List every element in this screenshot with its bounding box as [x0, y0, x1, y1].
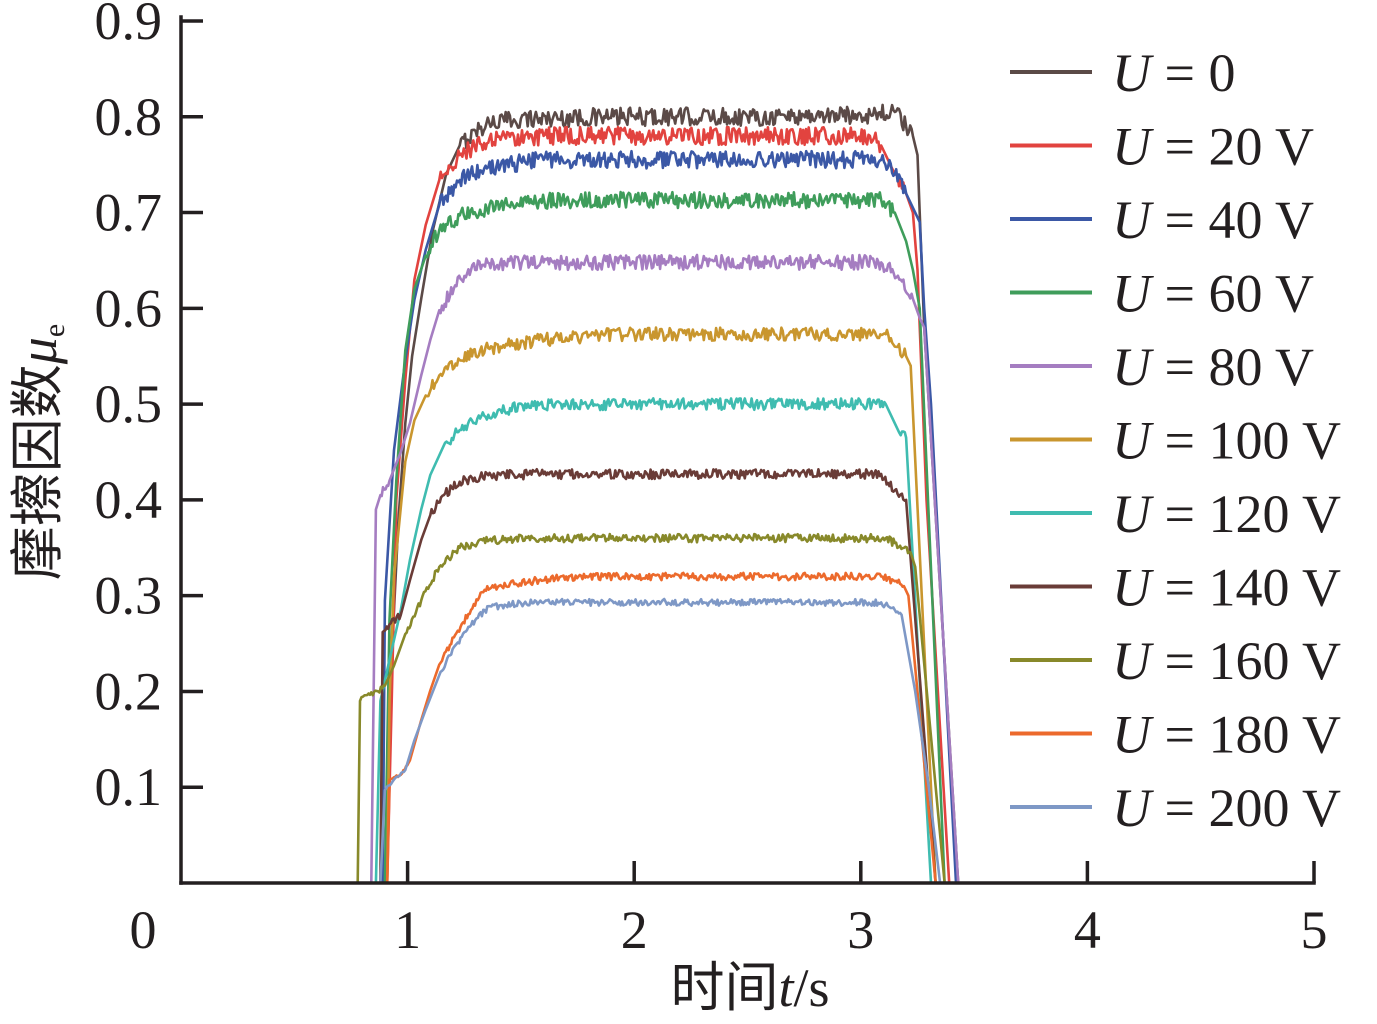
legend-item: U = 0 [1010, 43, 1235, 103]
y-tick-label: 0.3 [95, 566, 163, 626]
axes [179, 15, 1316, 885]
y-tick-label: 0.9 [95, 0, 163, 51]
legend-item: U = 100 V [1010, 411, 1341, 471]
legend-label: U = 20 V [1112, 117, 1314, 177]
y-tick-label: 0.5 [95, 374, 163, 434]
legend-item: U = 40 V [1010, 190, 1314, 250]
series-line-u-20-v [385, 125, 951, 884]
series-line-u-80-v [370, 253, 960, 884]
y-axis-label: 摩擦因数μe [8, 324, 71, 580]
series-group [356, 103, 960, 884]
series-line-u-60-v [383, 190, 946, 884]
legend-label: U = 160 V [1112, 631, 1341, 691]
y-tick-label: 0.1 [95, 757, 163, 817]
series-line-u-40-v [381, 149, 958, 884]
x-tick-label: 3 [847, 900, 874, 960]
y-tick-label: 0.4 [95, 470, 163, 530]
series-line-u-140-v [379, 468, 937, 884]
legend-item: U = 60 V [1010, 264, 1314, 324]
legend-item: U = 200 V [1010, 778, 1341, 838]
ticks: 0.1 0.2 0.3 0.4 0.5 0.6 0.7 0.8 0.9 1 2 3 4 5 0 [95, 0, 1328, 960]
legend-item: U = 20 V [1010, 117, 1314, 177]
legend-label: U = 180 V [1112, 705, 1341, 765]
legend-label: U = 100 V [1112, 411, 1341, 471]
y-tick-label: 0.6 [95, 278, 163, 338]
legend-label: U = 120 V [1112, 484, 1341, 544]
x-tick-label: 1 [394, 900, 421, 960]
legend-item: U = 140 V [1010, 558, 1341, 618]
series-line-u-120-v [374, 397, 933, 884]
legend-item: U = 180 V [1010, 705, 1341, 765]
y-tick-label: 0.8 [95, 87, 163, 147]
series-line-u-0 [383, 103, 960, 884]
legend-label: U = 140 V [1112, 558, 1341, 618]
legend-item: U = 160 V [1010, 631, 1341, 691]
y-tick-label: 0.2 [95, 661, 163, 721]
legend-label: U = 0 [1112, 43, 1235, 103]
series-line-u-160-v [356, 532, 946, 884]
legend-item: U = 80 V [1010, 337, 1314, 397]
x-tick-label: 2 [621, 900, 648, 960]
series-line-u-180-v [385, 571, 937, 884]
legend-label: U = 40 V [1112, 190, 1314, 250]
series-line-u-200-v [379, 597, 942, 884]
series-line-u-100-v [385, 326, 937, 884]
origin-label: 0 [130, 900, 157, 960]
y-tick-label: 0.7 [95, 183, 163, 243]
legend-label: U = 60 V [1112, 264, 1314, 324]
legend-label: U = 80 V [1112, 337, 1314, 397]
legend-item: U = 120 V [1010, 484, 1341, 544]
legend: U = 0 U = 20 V U = 40 V U = 60 V U = 80 V U =… [1010, 43, 1341, 838]
legend-label: U = 200 V [1112, 778, 1341, 838]
x-tick-label: 4 [1074, 900, 1101, 960]
x-tick-label: 5 [1301, 900, 1328, 960]
x-axis-label: 时间t/s [670, 958, 829, 1018]
